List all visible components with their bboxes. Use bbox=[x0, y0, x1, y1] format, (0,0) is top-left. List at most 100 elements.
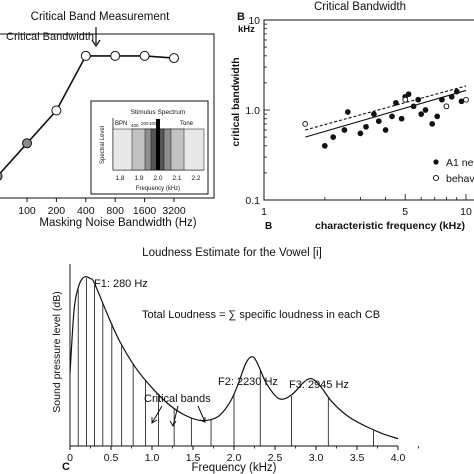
panel-c-x-tick-label: 1.0 bbox=[145, 452, 160, 464]
panel-c-letter-b-label: B bbox=[265, 221, 272, 232]
panel-a-x-tick-label: 100 bbox=[18, 205, 36, 217]
panel-b-plot-frame bbox=[263, 19, 474, 201]
panel-b-point-a1-neu bbox=[398, 115, 405, 122]
panel-c-x-tick-label: 0 bbox=[67, 452, 73, 464]
inset-x-tick-label: 2.2 bbox=[191, 175, 200, 182]
inset-label-200: 200 bbox=[141, 121, 149, 126]
panel-c-critical-band-lines bbox=[77, 277, 374, 446]
panel-a-annotation-critical-bandwidth: Critical Bandwidth bbox=[6, 31, 94, 43]
inset-x-label: Frequency (kHz) bbox=[136, 186, 180, 192]
panel-b-point-a1-neu bbox=[410, 103, 417, 110]
critical-band-arrow-2 bbox=[169, 405, 179, 427]
inset-x-tick-label: 1.8 bbox=[115, 175, 124, 182]
panel-b-point-a1-neu bbox=[405, 91, 412, 98]
panel-a-x-tick-label: 800 bbox=[106, 205, 124, 217]
inset-label-400: 400 bbox=[131, 123, 139, 128]
panel-b-point-behav bbox=[463, 96, 469, 103]
panel-b-x-tick-label: 10 bbox=[460, 206, 472, 218]
panel-b-point-a1-neu bbox=[434, 113, 441, 120]
inset-label-100: 100 bbox=[149, 121, 157, 126]
panel-b-point-a1-neu bbox=[371, 111, 377, 117]
panel-b-letter: B bbox=[237, 11, 245, 23]
panel-a-plot-frame bbox=[0, 33, 215, 199]
panel-c-letter: C bbox=[62, 461, 70, 473]
panel-a-x-axis-label: Masking Noise Bandwidth (Hz) bbox=[39, 217, 196, 229]
inset-x-ticks: 1.8 1.9 2.0 2.1 2.2 bbox=[115, 175, 200, 182]
panel-c-x-tick-label: 3.5 bbox=[350, 452, 365, 464]
panel-b-point-a1-neu bbox=[382, 127, 389, 133]
panel-b-fit-line-dashed bbox=[305, 85, 467, 131]
panel-b-y-tick-label: 0.1 bbox=[245, 195, 260, 207]
panel-b-y-axis-label: critical bandwidth bbox=[230, 57, 242, 146]
legend-marker-a1-neu bbox=[433, 159, 439, 165]
panel-c: Loudness Estimate for the Vowel [i] Soun… bbox=[51, 247, 419, 474]
panel-b-point-a1-neu bbox=[341, 127, 348, 133]
panel-b-axes bbox=[263, 19, 474, 201]
panel-b-point-a1-neu bbox=[321, 142, 328, 149]
panel-a-x-tick-label: 400 bbox=[77, 205, 95, 217]
panel-a-point bbox=[110, 50, 121, 61]
panel-b-point-a1-neu bbox=[448, 93, 455, 100]
panel-a-point bbox=[139, 50, 150, 61]
panel-b-ticks: 1 5 10 0.1 1.0 10 bbox=[245, 15, 472, 218]
inset-title: Stimulus Spectrum bbox=[131, 109, 186, 116]
inset-x-tick-label: 2.0 bbox=[153, 175, 162, 182]
annotation-f3: F3: 2945 Hz bbox=[289, 379, 349, 391]
panel-b-point-a1-neu bbox=[415, 96, 422, 103]
panel-b-point-a1-neu bbox=[357, 130, 364, 137]
panel-c-x-tick-label: 1.5 bbox=[186, 452, 201, 464]
critical-bandwidth-arrow bbox=[91, 27, 101, 48]
panel-b-point-a1-neu bbox=[393, 100, 399, 106]
inset-tone-bar bbox=[156, 119, 160, 170]
panel-a-series bbox=[0, 50, 179, 181]
panel-a-point bbox=[169, 53, 179, 64]
panel-b-point-a1-neu bbox=[453, 88, 460, 95]
panel-b-point-a1-neu bbox=[330, 134, 337, 140]
panel-b-point-behav bbox=[302, 121, 309, 127]
panel-b-point-a1-neu bbox=[429, 121, 436, 127]
panel-b: Critical Bandwidth B kHz critical bandwi… bbox=[230, 1, 474, 232]
panel-b-title: Critical Bandwidth bbox=[314, 1, 406, 13]
panel-b-point-a1-neu bbox=[389, 113, 395, 120]
panel-b-point-a1-neu bbox=[422, 107, 429, 113]
panel-c-x-ticks: 0 0.5 1.0 1.5 2.0 2.5 3.0 3.5 4.0 bbox=[67, 446, 419, 464]
panel-c-x-axis-label: Frequency (kHz) bbox=[192, 462, 277, 474]
panel-a-point bbox=[0, 171, 3, 181]
panel-a-x-tick-label: 1600 bbox=[133, 205, 157, 217]
panel-b-fit-line-solid bbox=[305, 89, 467, 138]
panel-c-spectrum-series bbox=[69, 276, 399, 440]
panel-a-point bbox=[22, 138, 32, 149]
panel-b-point-behav bbox=[443, 103, 450, 110]
stimulus-spectrum-inset: Stimulus Spectrum BPN 400 200 100 Tone S… bbox=[90, 100, 209, 195]
panel-b-point-a1-neu bbox=[418, 111, 425, 117]
panel-c-x-tick-label: 0.5 bbox=[104, 452, 119, 464]
annotation-total-loudness: Total Loudness = ∑ specific loudness in … bbox=[142, 309, 380, 321]
annotation-f2: F2: 2230 Hz bbox=[218, 376, 278, 388]
panel-b-y-tick-label: 10 bbox=[248, 15, 260, 27]
legend-marker-behav bbox=[432, 174, 440, 182]
panel-b-y-tick-label: 1.0 bbox=[245, 105, 260, 117]
panel-a-x-ticks: 100 200 400 800 1600 3200 bbox=[18, 198, 186, 217]
panel-b-point-a1-neu bbox=[375, 118, 382, 125]
annotation-critical-bands: Critical bands bbox=[144, 393, 211, 405]
critical-band-arrow-1 bbox=[151, 405, 163, 424]
panel-a-x-tick-label: 3200 bbox=[162, 205, 186, 217]
panel-b-fit-lines bbox=[305, 85, 467, 138]
panel-c-x-tick-label: 2.0 bbox=[227, 452, 242, 464]
annotation-f1: F1: 280 Hz bbox=[94, 278, 148, 290]
panel-a: Critical Band Measurement Critical Bandw… bbox=[0, 11, 215, 229]
panel-c-title: Loudness Estimate for the Vowel [i] bbox=[142, 247, 322, 259]
panel-b-point-behav bbox=[402, 96, 409, 103]
panel-b-point-a1-neu bbox=[363, 123, 369, 130]
panel-c-y-axis-label: Sound pressure level (dB) bbox=[51, 291, 63, 412]
inset-x-tick-label: 1.9 bbox=[134, 175, 143, 182]
legend-label-behav: behav bbox=[446, 173, 474, 185]
inset-x-tick-label: 2.1 bbox=[172, 175, 181, 182]
critical-band-arrow-3 bbox=[197, 405, 206, 423]
inset-y-label: Spectral Level bbox=[100, 126, 106, 164]
panel-a-axes bbox=[0, 33, 215, 199]
panel-b-point-a1-neu bbox=[344, 109, 351, 115]
inset-label-tone: Tone bbox=[180, 121, 194, 127]
panel-b-x-tick-label: 5 bbox=[402, 206, 408, 218]
panel-b-x-axis-label: characteristic frequency (kHz) bbox=[315, 220, 465, 232]
